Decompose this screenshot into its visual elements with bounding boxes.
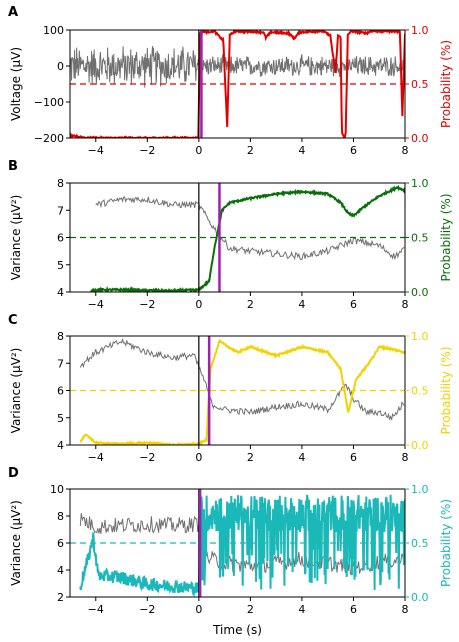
x-tick-label: 8 [402, 451, 409, 464]
x-tick-label: 8 [402, 298, 409, 311]
x-tick-label: 0 [195, 144, 202, 157]
x-tick-label: 2 [247, 451, 254, 464]
y-tick-label-right: 0.5 [411, 78, 429, 91]
plot-area [70, 30, 405, 138]
y-tick-label-right: 0.5 [411, 232, 429, 245]
y-tick-label-left: 5 [57, 259, 64, 272]
y-tick-label-right: 0.0 [411, 132, 429, 145]
panel-label: D [8, 466, 19, 481]
y-tick-label-left: 4 [57, 564, 64, 577]
y-tick-label-left: −200 [34, 132, 64, 145]
y-tick-label-right: 0.5 [411, 385, 429, 398]
y-tick-label-left: 4 [57, 439, 64, 452]
x-tick-label: −4 [88, 298, 104, 311]
x-tick-label: −2 [139, 298, 155, 311]
y-tick-label-left: 8 [57, 177, 64, 190]
y-axis-label-right: Probability (%) [439, 499, 453, 587]
x-tick-label: −2 [139, 603, 155, 616]
y-tick-label-left: 7 [57, 204, 64, 217]
probability-line [90, 184, 405, 292]
y-tick-label-left: 2 [57, 591, 64, 604]
plot-area [70, 184, 405, 292]
y-tick-label-left: 100 [43, 24, 64, 37]
x-tick-label: 6 [350, 603, 357, 616]
probability-line [79, 338, 405, 445]
x-tick-label: 4 [298, 144, 305, 157]
panel-label: C [8, 313, 18, 328]
y-tick-label-right: 1.0 [411, 330, 429, 343]
y-tick-label-left: 6 [57, 537, 64, 550]
x-tick-label: −2 [139, 451, 155, 464]
x-tick-label: 4 [298, 603, 305, 616]
y-tick-label-left: 6 [57, 232, 64, 245]
x-axis-label: Time (s) [212, 623, 262, 637]
probability-line [79, 494, 405, 597]
y-tick-label-right: 1.0 [411, 24, 429, 37]
panel-label: B [8, 159, 18, 174]
x-tick-label: −4 [88, 451, 104, 464]
x-tick-label: −4 [88, 144, 104, 157]
y-tick-label-left: 5 [57, 412, 64, 425]
y-tick-label-left: 4 [57, 286, 64, 299]
x-tick-label: −4 [88, 603, 104, 616]
x-tick-label: 4 [298, 298, 305, 311]
y-tick-label-left: 8 [57, 510, 64, 523]
x-tick-label: 6 [350, 144, 357, 157]
x-tick-label: 6 [350, 298, 357, 311]
panel-label: A [8, 5, 18, 20]
y-tick-label-left: 10 [50, 483, 64, 496]
y-tick-label-right: 1.0 [411, 177, 429, 190]
x-tick-label: 8 [402, 144, 409, 157]
signal-line [79, 337, 405, 421]
y-tick-label-left: 7 [57, 357, 64, 370]
x-tick-label: 2 [247, 144, 254, 157]
y-tick-label-left: 8 [57, 330, 64, 343]
y-tick-label-left: 0 [57, 60, 64, 73]
x-tick-label: 6 [350, 451, 357, 464]
plot-area [70, 494, 405, 597]
y-axis-label-left: Variance (μV²) [9, 195, 23, 281]
y-axis-label-right: Probability (%) [439, 346, 453, 434]
plot-area [70, 337, 405, 445]
y-axis-label-left: Variance (μV²) [9, 500, 23, 586]
y-tick-label-left: 6 [57, 385, 64, 398]
x-tick-label: 0 [195, 603, 202, 616]
y-axis-label-left: Voltage (μV) [9, 47, 23, 121]
y-tick-label-right: 0.0 [411, 286, 429, 299]
x-tick-label: −2 [139, 144, 155, 157]
x-tick-label: 8 [402, 603, 409, 616]
signal-line [70, 46, 405, 88]
x-tick-label: 2 [247, 298, 254, 311]
y-tick-label-right: 1.0 [411, 483, 429, 496]
signal-line [95, 196, 405, 261]
y-tick-label-right: 0.5 [411, 537, 429, 550]
y-axis-label-right: Probability (%) [439, 40, 453, 128]
y-tick-label-left: −100 [34, 96, 64, 109]
y-tick-label-right: 0.0 [411, 439, 429, 452]
x-tick-label: 2 [247, 603, 254, 616]
x-tick-label: 4 [298, 451, 305, 464]
x-tick-label: 0 [195, 298, 202, 311]
x-tick-label: 0 [195, 451, 202, 464]
y-tick-label-right: 0.0 [411, 591, 429, 604]
y-axis-label-right: Probability (%) [439, 193, 453, 281]
y-axis-label-left: Variance (μV²) [9, 348, 23, 434]
